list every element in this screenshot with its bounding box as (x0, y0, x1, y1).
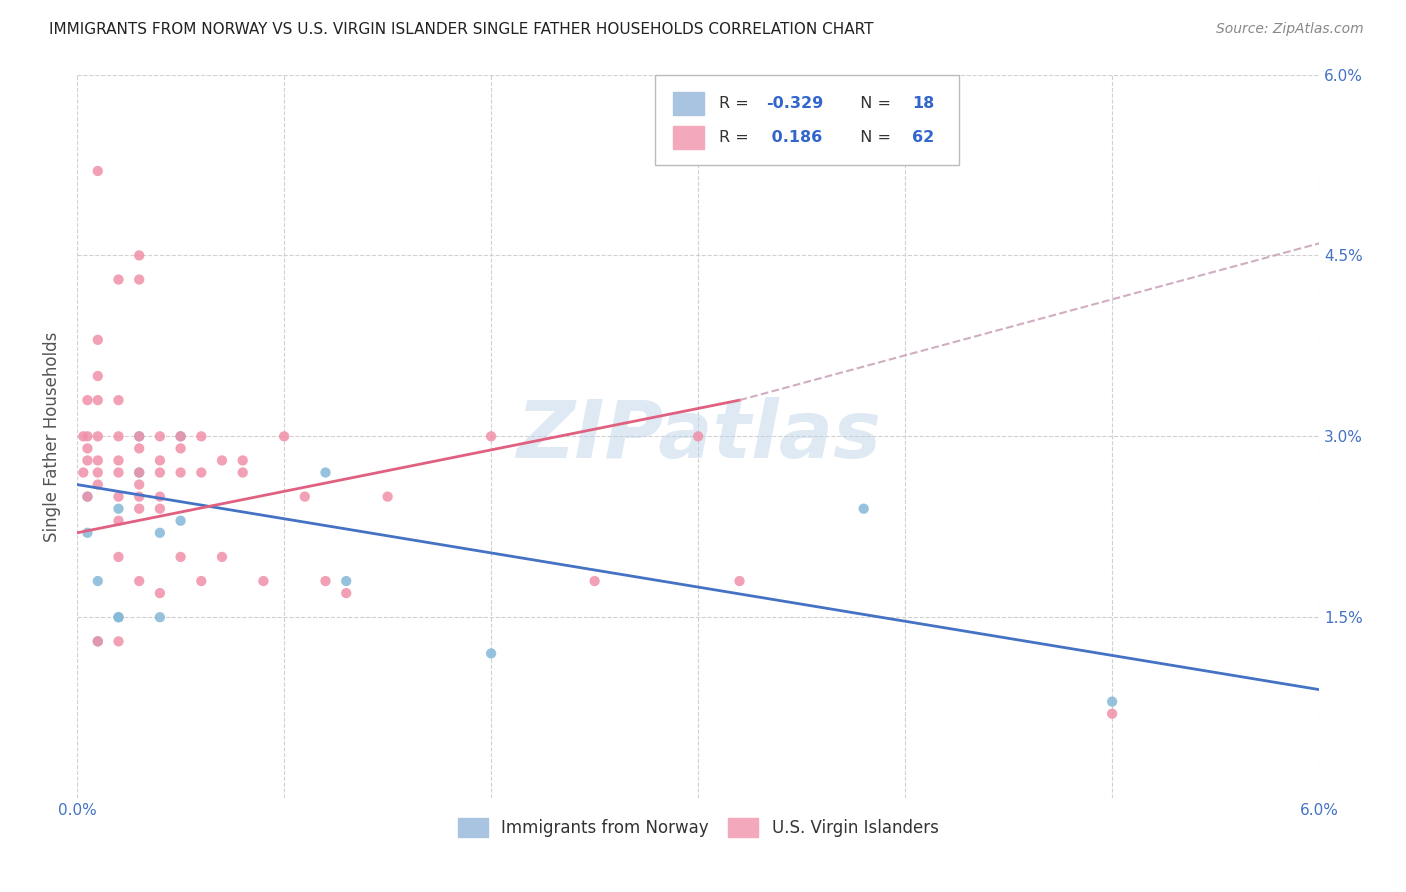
Point (107, 501, 129, 516)
Point (87, 333, 110, 347)
Point (76, 490, 98, 504)
Point (128, 466, 150, 480)
Point (190, 574, 212, 588)
Point (128, 272, 150, 286)
Point (128, 429, 150, 443)
Point (128, 477, 150, 491)
Point (87, 477, 110, 491)
Text: R =: R = (720, 96, 754, 111)
Text: N =: N = (849, 130, 896, 145)
Point (107, 393, 129, 408)
Point (128, 501, 150, 516)
Point (1101, 706, 1123, 721)
Point (128, 429, 150, 443)
Point (149, 501, 172, 516)
Point (87, 164, 110, 178)
Point (169, 514, 191, 528)
Bar (673, 92, 704, 115)
Point (87, 393, 110, 408)
Point (315, 574, 337, 588)
Point (149, 453, 172, 467)
Point (107, 272, 129, 286)
Point (232, 453, 254, 467)
Point (76, 442, 98, 456)
Point (107, 453, 129, 467)
Text: Source: ZipAtlas.com: Source: ZipAtlas.com (1216, 22, 1364, 37)
Point (252, 574, 274, 588)
Point (149, 490, 172, 504)
Point (87, 634, 110, 648)
Text: ZIPatlas: ZIPatlas (516, 397, 880, 475)
Point (107, 634, 129, 648)
Point (72, 429, 94, 443)
Point (107, 610, 129, 624)
Text: -0.329: -0.329 (766, 96, 824, 111)
Point (128, 442, 150, 456)
Point (149, 586, 172, 600)
Point (76, 490, 98, 504)
FancyBboxPatch shape (655, 75, 959, 165)
Point (149, 610, 172, 624)
Point (128, 248, 150, 262)
Point (149, 429, 172, 443)
Point (149, 466, 172, 480)
Point (211, 453, 233, 467)
Bar (673, 126, 704, 149)
Point (107, 490, 129, 504)
Point (87, 369, 110, 384)
Point (169, 442, 191, 456)
Point (87, 429, 110, 443)
Point (87, 574, 110, 588)
Point (169, 429, 191, 443)
Point (190, 466, 212, 480)
Point (107, 549, 129, 564)
Point (688, 429, 710, 443)
Point (479, 647, 502, 661)
Point (169, 429, 191, 443)
Point (728, 574, 751, 588)
Text: 18: 18 (911, 96, 934, 111)
Point (76, 393, 98, 408)
Point (128, 574, 150, 588)
Point (76, 429, 98, 443)
Point (377, 490, 399, 504)
Text: N =: N = (849, 96, 896, 111)
Point (128, 490, 150, 504)
Point (76, 525, 98, 540)
Point (107, 466, 129, 480)
Text: IMMIGRANTS FROM NORWAY VS U.S. VIRGIN ISLANDER SINGLE FATHER HOUSEHOLDS CORRELAT: IMMIGRANTS FROM NORWAY VS U.S. VIRGIN IS… (49, 22, 873, 37)
Point (107, 610, 129, 624)
Point (583, 574, 606, 588)
Point (1101, 695, 1123, 709)
Point (479, 429, 502, 443)
Legend: Immigrants from Norway, U.S. Virgin Islanders: Immigrants from Norway, U.S. Virgin Isla… (451, 812, 945, 844)
Point (87, 634, 110, 648)
Point (852, 501, 875, 516)
Point (107, 514, 129, 528)
Point (335, 586, 357, 600)
Point (169, 549, 191, 564)
Point (149, 525, 172, 540)
Point (128, 466, 150, 480)
Point (190, 429, 212, 443)
Point (315, 466, 337, 480)
Text: R =: R = (720, 130, 754, 145)
Point (169, 466, 191, 480)
Point (273, 429, 295, 443)
Y-axis label: Single Father Households: Single Father Households (44, 331, 60, 541)
Text: 0.186: 0.186 (766, 130, 823, 145)
Point (335, 574, 357, 588)
Point (87, 453, 110, 467)
Point (72, 466, 94, 480)
Point (232, 466, 254, 480)
Point (87, 466, 110, 480)
Point (76, 453, 98, 467)
Point (211, 549, 233, 564)
Point (107, 429, 129, 443)
Point (294, 490, 316, 504)
Text: 62: 62 (911, 130, 934, 145)
